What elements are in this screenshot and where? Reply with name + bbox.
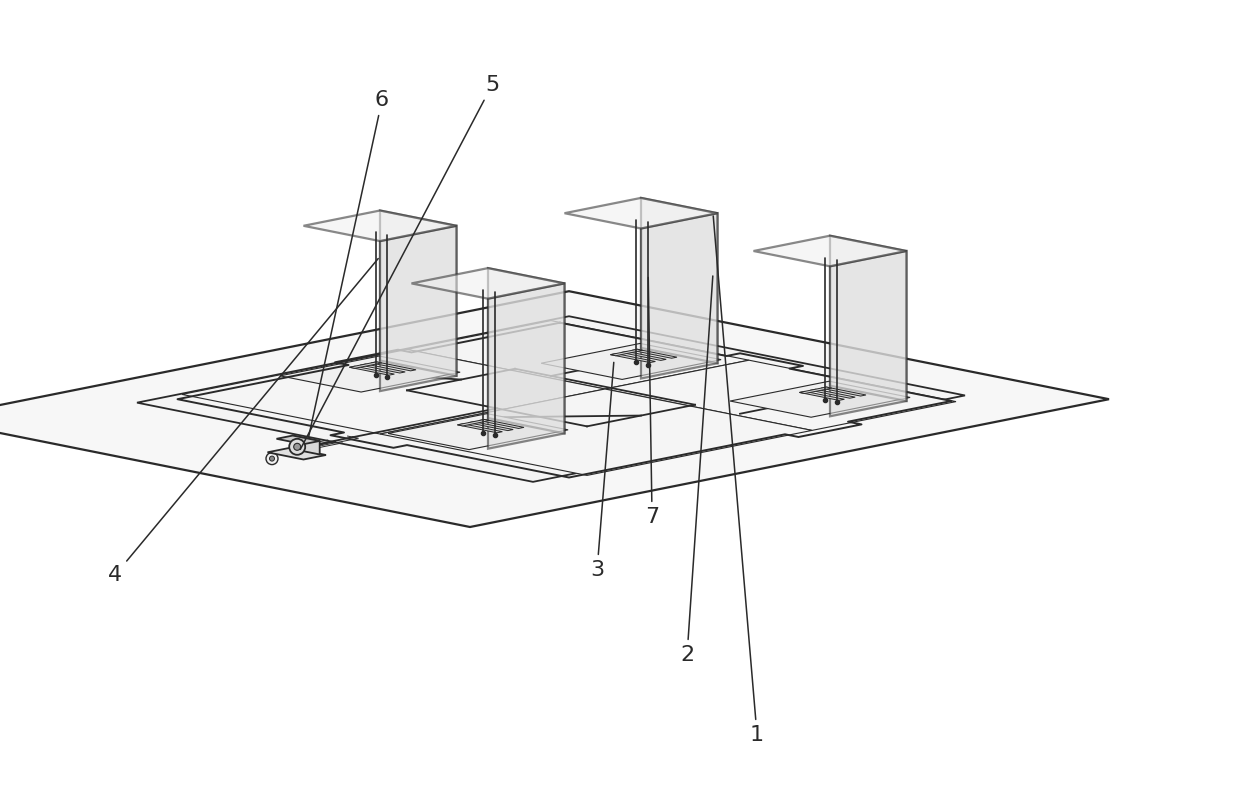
Polygon shape bbox=[412, 268, 564, 299]
Polygon shape bbox=[360, 364, 405, 373]
Polygon shape bbox=[610, 354, 656, 362]
Polygon shape bbox=[774, 384, 887, 407]
Polygon shape bbox=[584, 346, 698, 369]
Polygon shape bbox=[136, 316, 965, 482]
Circle shape bbox=[294, 443, 301, 450]
Polygon shape bbox=[730, 381, 910, 417]
Polygon shape bbox=[432, 416, 544, 439]
Polygon shape bbox=[350, 361, 382, 369]
Polygon shape bbox=[830, 236, 906, 401]
Text: 5: 5 bbox=[300, 75, 500, 449]
Polygon shape bbox=[182, 350, 605, 434]
Polygon shape bbox=[458, 424, 502, 433]
Text: 7: 7 bbox=[645, 278, 660, 527]
Polygon shape bbox=[621, 351, 666, 361]
Polygon shape bbox=[605, 360, 956, 430]
Text: 4: 4 bbox=[108, 259, 378, 585]
Polygon shape bbox=[379, 389, 812, 475]
Polygon shape bbox=[800, 387, 832, 394]
Polygon shape bbox=[371, 361, 415, 371]
Polygon shape bbox=[489, 283, 564, 448]
Text: 2: 2 bbox=[680, 276, 713, 665]
Polygon shape bbox=[632, 350, 677, 358]
Polygon shape bbox=[800, 392, 844, 400]
Polygon shape bbox=[830, 251, 906, 416]
Circle shape bbox=[269, 456, 274, 461]
Polygon shape bbox=[277, 436, 320, 445]
Polygon shape bbox=[293, 436, 320, 455]
Polygon shape bbox=[641, 198, 718, 363]
Polygon shape bbox=[379, 225, 456, 391]
Polygon shape bbox=[821, 387, 866, 396]
Polygon shape bbox=[489, 268, 564, 433]
Polygon shape bbox=[0, 291, 1109, 527]
Polygon shape bbox=[379, 210, 456, 376]
Polygon shape bbox=[304, 210, 456, 241]
Polygon shape bbox=[810, 389, 856, 398]
Polygon shape bbox=[268, 448, 326, 460]
Polygon shape bbox=[469, 422, 513, 430]
Polygon shape bbox=[280, 356, 460, 392]
Polygon shape bbox=[754, 236, 906, 267]
Polygon shape bbox=[541, 343, 722, 380]
Polygon shape bbox=[564, 198, 718, 229]
Text: 6: 6 bbox=[309, 90, 389, 437]
Text: 1: 1 bbox=[713, 216, 764, 745]
Polygon shape bbox=[350, 366, 394, 375]
Polygon shape bbox=[479, 419, 525, 429]
Polygon shape bbox=[407, 320, 749, 389]
Polygon shape bbox=[324, 358, 436, 381]
Polygon shape bbox=[610, 350, 642, 356]
Circle shape bbox=[267, 452, 278, 464]
Text: 3: 3 bbox=[590, 362, 614, 580]
Circle shape bbox=[289, 439, 305, 455]
Polygon shape bbox=[458, 419, 490, 426]
Polygon shape bbox=[388, 414, 568, 449]
Polygon shape bbox=[641, 214, 718, 379]
